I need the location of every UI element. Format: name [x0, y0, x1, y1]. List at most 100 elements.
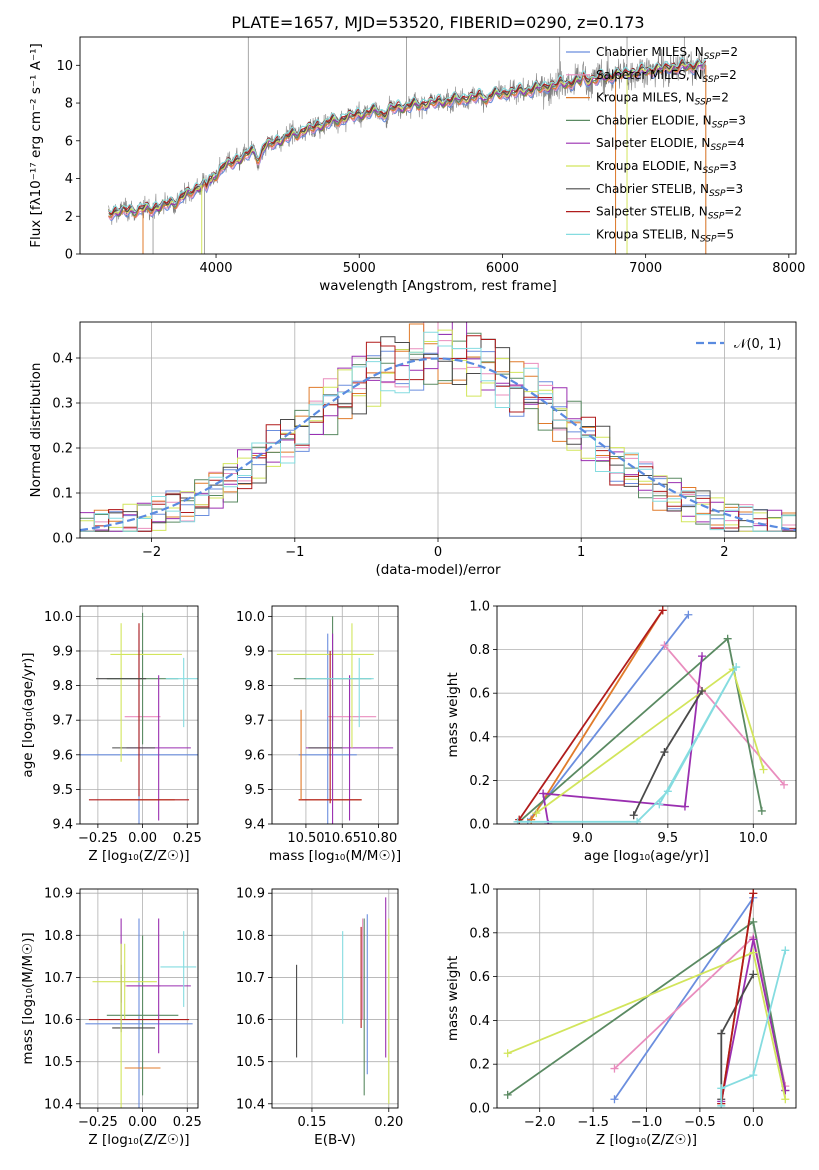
weight-marker: [655, 800, 664, 809]
legend-label-sub: SSP: [703, 75, 720, 85]
y-tick-label: 10.0: [236, 610, 265, 625]
x-tick-label: 0.25: [173, 1115, 202, 1130]
legend-label-name: Salpeter STELIB, N: [596, 205, 708, 219]
y-tick-label: 10.5: [236, 1055, 265, 1070]
y-tick-label: 9.7: [244, 714, 265, 729]
weight-line: [530, 609, 664, 821]
x-tick-label: −2: [142, 545, 161, 560]
grid-age-vs-mass: [272, 606, 398, 824]
y-axis-label: Flux [fλ10⁻¹⁷ erg cm⁻² s⁻¹ A⁻¹]: [28, 43, 44, 248]
y-tick-label: 0.6: [469, 970, 490, 985]
figure-title: PLATE=1657, MJD=53520, FIBERID=0290, z=0…: [231, 13, 644, 32]
weight-marker: [717, 1084, 726, 1093]
weight-marker: [759, 765, 768, 774]
weight-marker: [532, 809, 541, 818]
y-tick-label: 0: [65, 248, 73, 263]
y-tick-label: 2: [65, 210, 73, 225]
legend-label-sub: SSP: [703, 166, 720, 176]
y-tick-label: 0.1: [52, 487, 73, 502]
weight-marker: [717, 1029, 726, 1038]
y-tick-label: 10.9: [236, 887, 265, 902]
y-tick-label: 10.8: [236, 929, 265, 944]
y-tick-label: 10.0: [44, 610, 73, 625]
legend-label-sub: SSP: [704, 52, 721, 62]
y-tick-label: 6: [65, 134, 73, 149]
weight-line: [527, 614, 690, 823]
x-tick-label: 10.50: [287, 831, 324, 846]
x-tick-label: 9.5: [658, 831, 679, 846]
y-tick-label: 9.6: [244, 748, 265, 763]
y-tick-label: 0.0: [469, 1102, 490, 1117]
legend-label-name: Salpeter MILES, N: [596, 68, 703, 82]
plot-area-age-vs-mass: [272, 606, 398, 824]
legend-label: Kroupa ELODIE, NSSP=3: [596, 159, 737, 176]
histogram-legend: 𝒩(0, 1): [696, 337, 781, 352]
plot-area-residuals: [80, 322, 796, 538]
spectrum-model-line: [108, 58, 707, 215]
weight-marker: [698, 687, 707, 696]
weight-marker: [660, 748, 669, 757]
legend-label-name: Kroupa MILES, N: [596, 91, 695, 105]
y-tick-label: 9.5: [244, 783, 265, 798]
x-tick-label: 0.00: [128, 1115, 157, 1130]
legend-label-n: =5: [716, 227, 734, 241]
y-tick-label: 0.0: [52, 532, 73, 547]
weight-marker: [749, 948, 758, 957]
weight-marker: [749, 935, 758, 944]
x-tick-label: −0.5: [684, 1115, 716, 1130]
x-tick-label: −1.0: [631, 1115, 663, 1130]
weight-marker: [629, 811, 638, 820]
y-tick-label: 1.0: [469, 883, 490, 898]
x-tick-label: 9.0: [572, 831, 593, 846]
legend-label-name: Chabrier MILES, N: [596, 45, 704, 59]
y-axis-label: mass weight: [445, 672, 461, 757]
legend-label: 𝒩(0, 1): [734, 337, 781, 352]
x-tick-label: 0.25: [173, 831, 202, 846]
y-tick-label: 9.8: [52, 679, 73, 694]
axes-frame: [271, 605, 399, 825]
x-tick-label: 6000: [486, 261, 519, 276]
y-tick-label: 9.8: [244, 679, 265, 694]
x-tick-label: 4000: [199, 261, 232, 276]
legend-label-name: Chabrier ELODIE, N: [596, 113, 712, 127]
legend-label-name: Chabrier STELIB, N: [596, 182, 709, 196]
y-tick-label: 10.9: [44, 887, 73, 902]
chart-weight-vs-age: 9.0 9.5 10.0 0.0 0.2 0.4 0.6 0.8 1.0 age [log₁₀(a…: [445, 600, 797, 864]
weight-line: [613, 897, 755, 1100]
histogram-step: [80, 332, 796, 532]
x-tick-label: 10.0: [739, 831, 768, 846]
x-tick-label: 1: [577, 545, 585, 560]
x-tick-label: 10.65: [324, 831, 361, 846]
x-tick-label: −2.0: [524, 1115, 556, 1130]
axes-frame: [79, 36, 797, 255]
y-tick-label: 0.0: [469, 818, 490, 833]
legend-label: Salpeter ELODIE, NSSP=4: [596, 136, 745, 153]
plot-area-spectrum: [108, 37, 707, 254]
grid-mass-vs-EBV: [272, 889, 398, 1108]
x-tick-label: −1: [285, 545, 304, 560]
weight-marker: [757, 806, 766, 815]
weight-marker: [610, 1064, 619, 1073]
x-tick-label: 10.80: [360, 831, 397, 846]
legend-label: Chabrier MILES, NSSP=2: [596, 45, 738, 62]
weight-line: [518, 609, 664, 821]
legend-label-n: =2: [711, 91, 729, 105]
legend-label: Chabrier ELODIE, NSSP=3: [596, 113, 746, 130]
legend-label: Salpeter STELIB, NSSP=2: [596, 205, 742, 222]
x-tick-label: 8000: [772, 261, 805, 276]
legend-label: Chabrier STELIB, NSSP=3: [596, 182, 743, 199]
weight-marker: [539, 789, 548, 798]
weight-marker: [684, 610, 693, 619]
weight-marker: [723, 634, 732, 643]
y-tick-label: 9.4: [52, 818, 73, 833]
y-tick-label: 10.5: [44, 1055, 73, 1070]
x-tick-label: 0: [434, 545, 442, 560]
weight-marker: [781, 946, 790, 955]
legend-label-n: =3: [726, 182, 744, 196]
x-axis-label: age [log₁₀(age/yr)]: [584, 848, 709, 864]
chart-residuals: −2 −1 0 1 2 0.0 0.1 0.2 0.3 0.4 (data-model)/error…: [28, 321, 797, 578]
weight-line: [720, 893, 755, 1104]
y-tick-label: 0.2: [52, 442, 73, 457]
